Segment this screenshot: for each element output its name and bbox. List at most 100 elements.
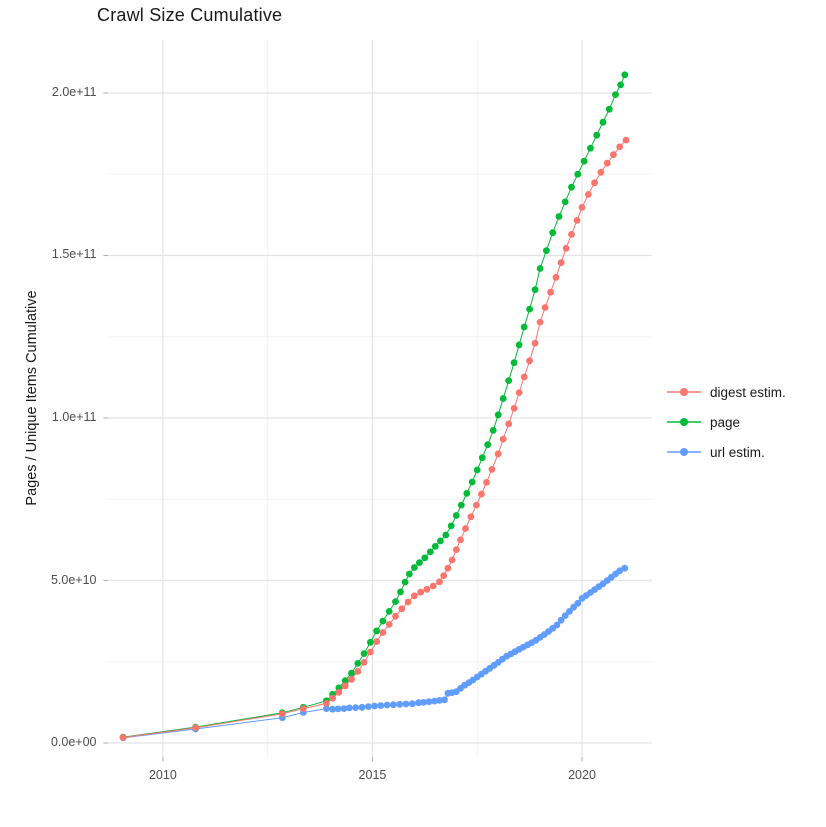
- data-point-page: [437, 537, 444, 545]
- x-tick-label: 2010: [148, 768, 177, 782]
- series-line-page: [123, 74, 626, 738]
- data-point-digest-estim: [423, 585, 431, 593]
- legend-item-url-estim: url estim.: [666, 437, 786, 467]
- data-point-page: [411, 564, 418, 571]
- y-tick-label: 1.0e+11: [51, 410, 97, 424]
- y-tick-label: 0.0e+00: [50, 735, 97, 750]
- data-point-url-estim: [574, 599, 582, 607]
- data-point-url-estim: [358, 703, 366, 711]
- data-point-url-estim: [402, 700, 410, 708]
- legend-label-page: page: [710, 414, 741, 430]
- major-gridlines: [108, 40, 652, 757]
- data-point-digest-estim: [616, 143, 624, 151]
- data-point-digest-estim: [392, 612, 399, 620]
- chart-title: Crawl Size Cumulative: [97, 5, 283, 25]
- y-tick-label: 1.5e+11: [51, 247, 97, 262]
- data-point-digest-estim: [531, 339, 539, 347]
- data-point-page: [593, 131, 601, 139]
- data-point-page: [397, 588, 404, 596]
- data-point-page: [392, 598, 399, 605]
- data-point-url-estim: [561, 612, 569, 619]
- data-point-page: [574, 170, 582, 178]
- data-point-digest-estim: [610, 151, 617, 159]
- series-digest-estim: [119, 136, 630, 741]
- data-point-page: [447, 522, 455, 530]
- y-axis-title: Pages / Unique Items Cumulative: [24, 290, 40, 506]
- data-point-digest-estim: [510, 404, 518, 412]
- data-point-digest-estim: [329, 694, 336, 702]
- data-point-page: [379, 617, 387, 625]
- data-point-digest-estim: [568, 231, 575, 238]
- data-point-digest-estim: [541, 304, 549, 311]
- data-point-page: [452, 512, 460, 519]
- data-point-page: [385, 608, 393, 615]
- data-point-page: [431, 543, 439, 550]
- data-point-digest-estim: [398, 605, 406, 613]
- x-tick-label: 2015: [358, 768, 387, 782]
- data-point-page: [531, 286, 539, 293]
- data-point-url-estim: [334, 705, 342, 713]
- data-point-page: [457, 501, 465, 509]
- data-point-page: [568, 183, 575, 191]
- data-point-page: [405, 570, 413, 578]
- data-point-url-estim: [329, 705, 336, 713]
- series-line-digest-estim: [123, 139, 627, 738]
- data-point-digest-estim: [515, 389, 523, 396]
- data-point-url-estim: [371, 702, 378, 710]
- data-point-digest-estim: [473, 501, 480, 509]
- data-point-page: [599, 118, 607, 126]
- data-point-digest-estim: [578, 204, 586, 211]
- axis-tick-marks: [103, 92, 583, 762]
- data-point-digest-estim: [505, 420, 513, 428]
- data-point-page: [367, 638, 374, 646]
- data-point-digest-estim: [278, 710, 286, 718]
- data-point-digest-estim: [520, 373, 528, 381]
- data-point-digest-estim: [462, 525, 469, 532]
- data-point-digest-estim: [119, 734, 127, 741]
- legend-item-page: page: [666, 407, 786, 437]
- data-point-digest-estim: [526, 357, 533, 365]
- data-point-url-estim: [425, 698, 433, 706]
- data-point-digest-estim: [547, 288, 554, 296]
- data-point-digest-estim: [299, 705, 307, 712]
- data-point-digest-estim: [417, 588, 425, 596]
- minor-gridlines: [108, 40, 652, 757]
- data-point-digest-estim: [452, 546, 460, 553]
- data-point-url-estim: [621, 564, 629, 572]
- data-point-digest-estim: [499, 435, 507, 443]
- data-point-url-estim: [557, 616, 565, 624]
- data-point-url-estim: [420, 699, 427, 706]
- data-point-page: [536, 265, 544, 272]
- data-point-page: [484, 441, 492, 449]
- data-point-digest-estim: [552, 273, 560, 281]
- data-point-digest-estim: [367, 648, 374, 656]
- data-point-url-estim: [383, 701, 391, 709]
- legend: digest estim. page url estim.: [666, 377, 786, 467]
- data-point-digest-estim: [360, 659, 368, 666]
- data-point-digest-estim: [335, 688, 343, 696]
- data-point-digest-estim: [467, 513, 475, 521]
- data-point-url-estim: [441, 696, 448, 704]
- legend-key-page-icon: [667, 418, 701, 426]
- legend-item-digest-estim: digest estim.: [666, 377, 786, 407]
- data-point-digest-estim: [341, 682, 349, 690]
- data-point-digest-estim: [373, 638, 380, 645]
- data-point-page: [549, 229, 557, 237]
- data-point-url-estim: [323, 705, 330, 712]
- data-point-digest-estim: [573, 217, 581, 224]
- data-point-page: [401, 578, 409, 586]
- data-point-url-estim: [415, 699, 422, 707]
- y-tick-label: 2.0e+11: [51, 84, 97, 99]
- data-point-page: [526, 305, 533, 313]
- data-point-page: [612, 91, 619, 98]
- data-point-url-estim: [377, 702, 385, 709]
- series-url-estim: [119, 564, 629, 742]
- data-point-digest-estim: [404, 598, 412, 606]
- data-point-page: [505, 377, 513, 384]
- data-point-page: [354, 660, 362, 667]
- data-point-digest-estim: [440, 572, 448, 579]
- data-point-page: [478, 454, 486, 462]
- data-point-page: [605, 105, 613, 113]
